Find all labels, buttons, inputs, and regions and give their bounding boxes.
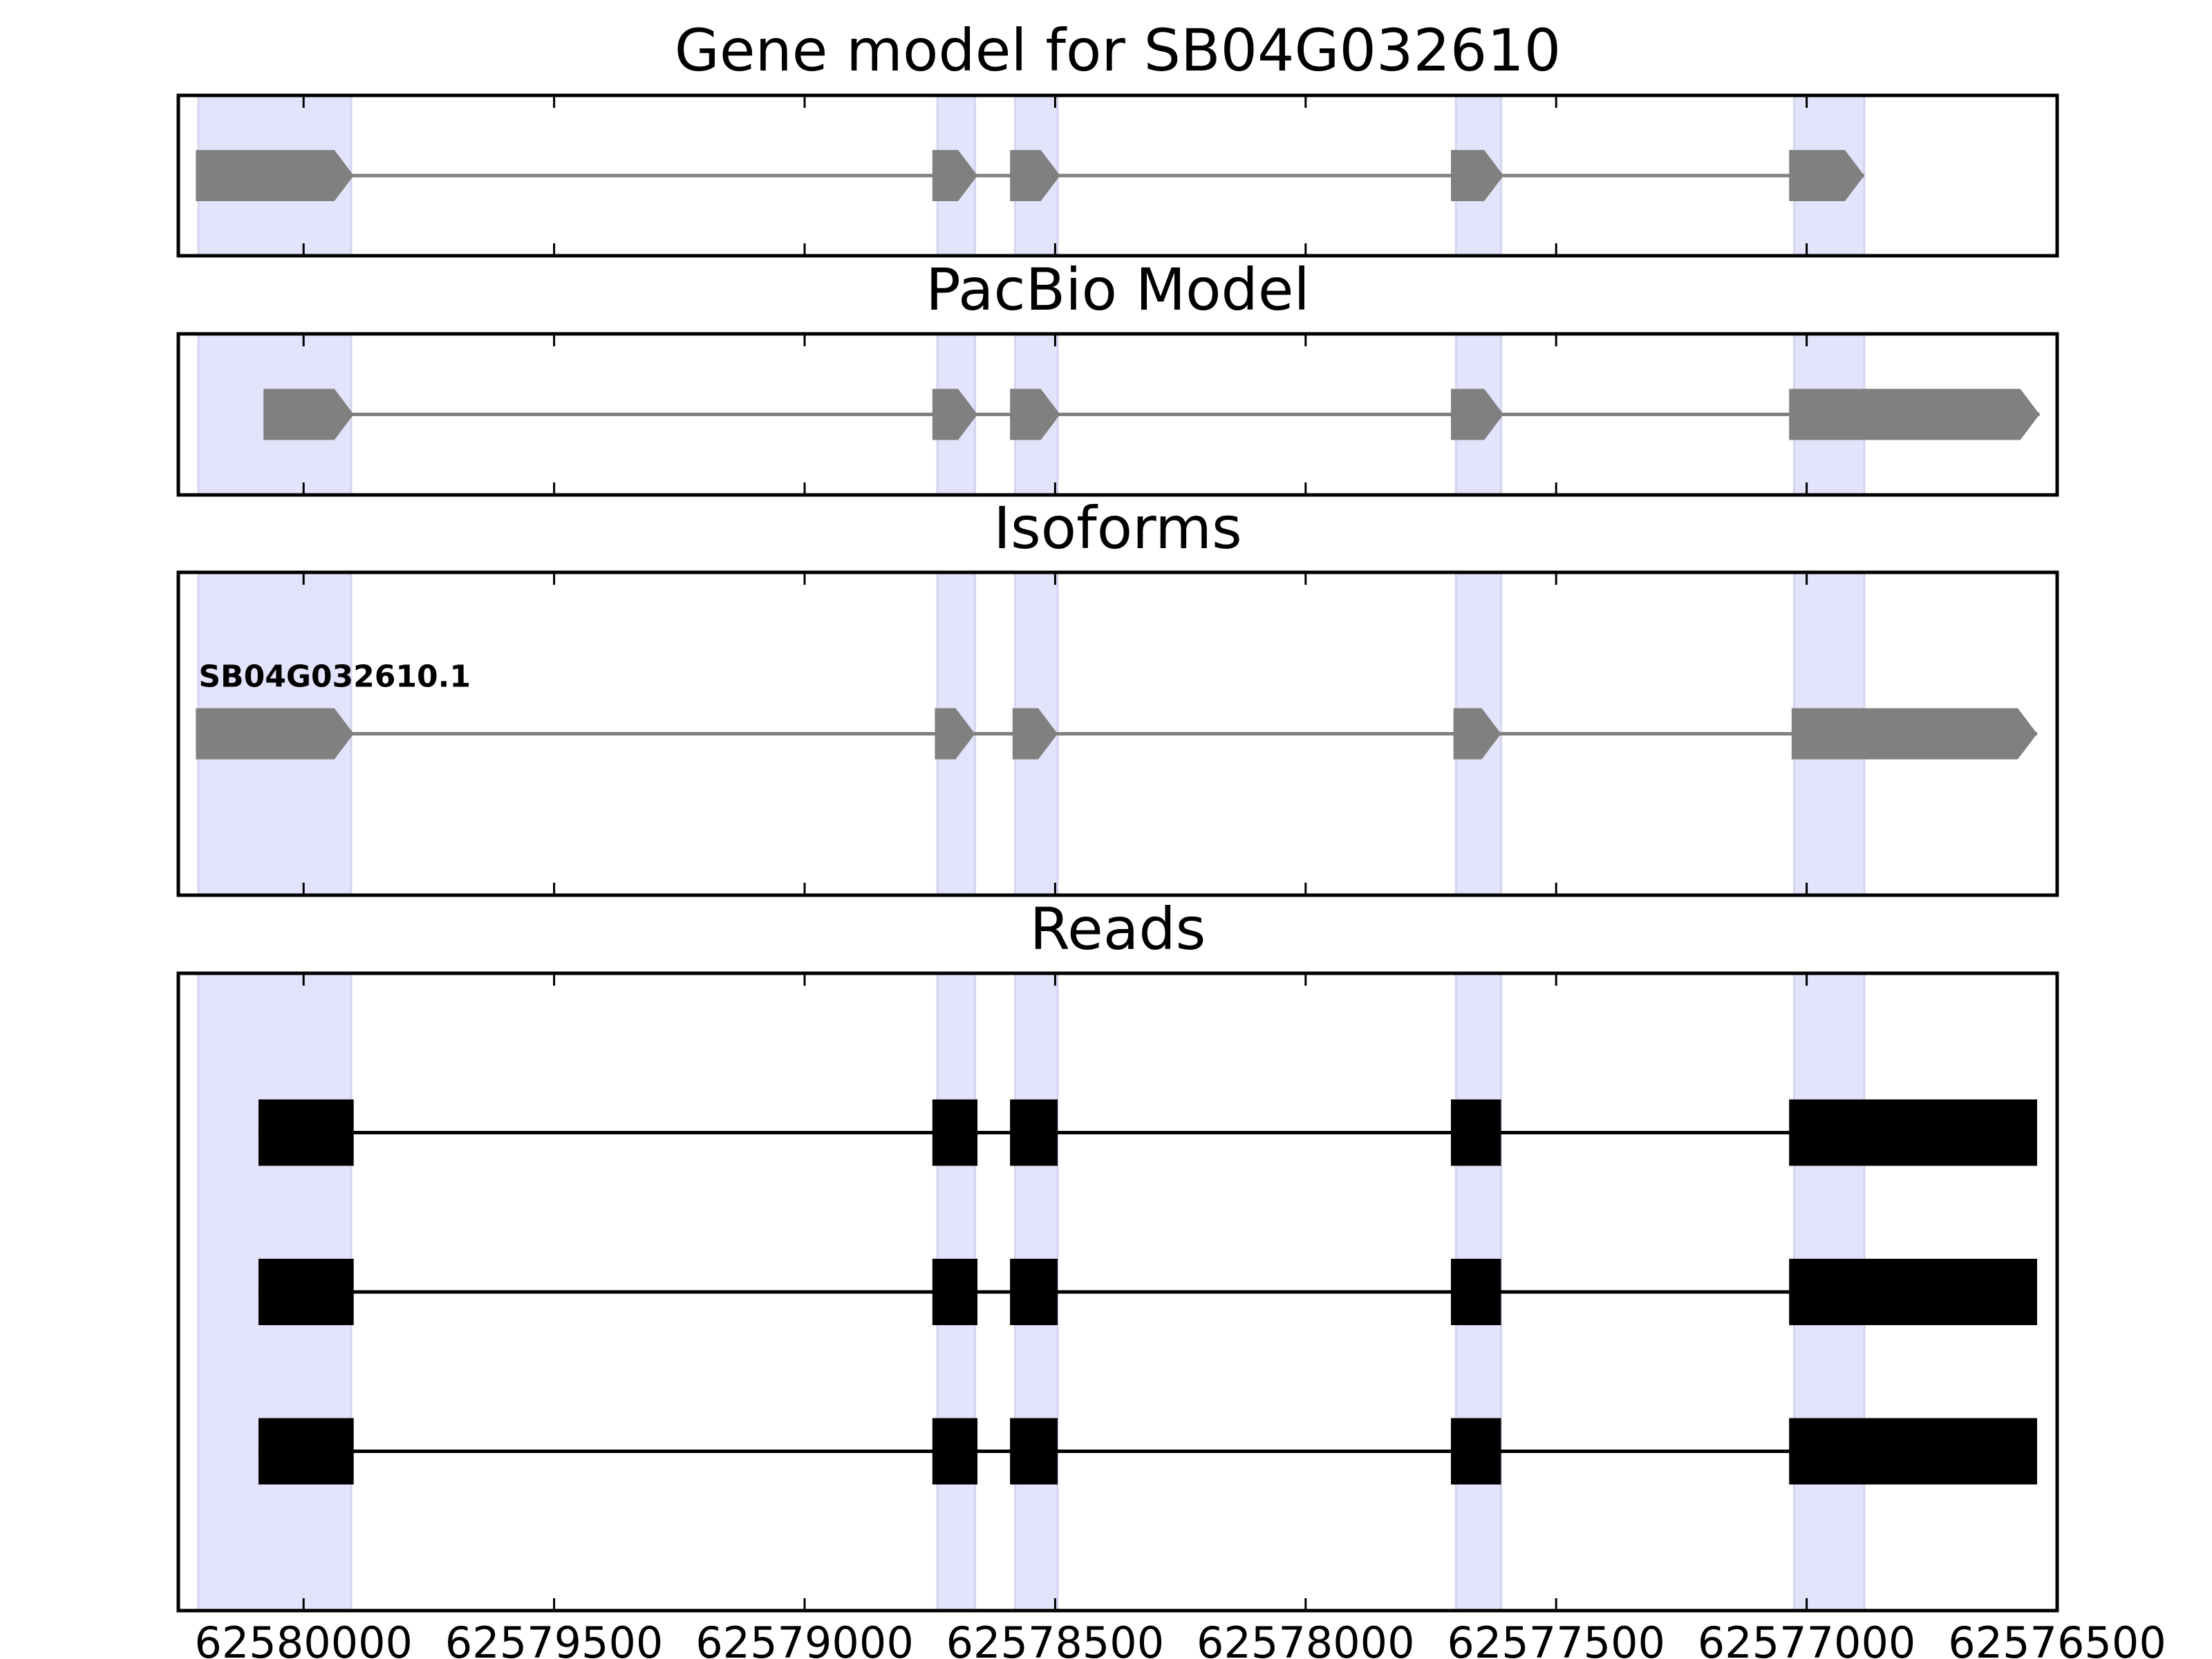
exon-arrow xyxy=(196,708,354,760)
panel-3: Reads xyxy=(176,895,2059,1613)
exon-block xyxy=(1450,1259,1501,1325)
track-0 xyxy=(196,150,1864,201)
exon-arrow xyxy=(1012,708,1058,760)
panel-title: Reads xyxy=(1030,895,1206,963)
exon-block xyxy=(258,1259,354,1325)
exon-block xyxy=(1789,1418,2038,1485)
track-1 xyxy=(258,1259,2038,1325)
track-0 xyxy=(263,388,2040,440)
panel-title: Gene model for SB04G032610 xyxy=(675,17,1561,84)
tick-label: 62579000 xyxy=(695,1618,914,1659)
tick-label: 62579500 xyxy=(445,1618,664,1659)
isoform-label: SB04G032610.1 xyxy=(198,659,471,695)
panel-title: PacBio Model xyxy=(926,256,1310,324)
exon-block xyxy=(1450,1418,1501,1485)
exon-arrow xyxy=(1791,708,2038,760)
panel-frame xyxy=(176,570,2059,897)
panel-1: PacBio Model xyxy=(176,256,2059,497)
exon-block xyxy=(258,1418,354,1485)
panel-0: Gene model for SB04G032610 xyxy=(176,17,2059,258)
panel-title: Isoforms xyxy=(993,494,1242,562)
exon-block xyxy=(1010,1099,1058,1166)
tick-label: 62578500 xyxy=(946,1618,1165,1659)
exon-arrow xyxy=(1789,150,1864,201)
track-2 xyxy=(258,1418,2038,1485)
tick-label: 62578000 xyxy=(1197,1618,1415,1659)
panel-frame xyxy=(176,93,2059,258)
exon-block xyxy=(1010,1259,1058,1325)
exon-arrow xyxy=(932,388,978,440)
exon-block xyxy=(1450,1099,1501,1166)
exon-arrow xyxy=(1789,388,2040,440)
exon-block xyxy=(1010,1418,1058,1485)
exon-block xyxy=(932,1418,978,1485)
exon-arrow xyxy=(935,708,975,760)
exon-arrow xyxy=(1450,150,1504,201)
tick-label: 62580000 xyxy=(194,1618,413,1659)
panel-frame xyxy=(176,332,2059,497)
exon-block xyxy=(1789,1259,2038,1325)
track-0 xyxy=(258,1099,2038,1166)
tick-label: 62576500 xyxy=(1948,1618,2166,1659)
exon-block xyxy=(932,1259,978,1325)
exon-arrow xyxy=(1010,150,1060,201)
x-axis: 62580000 62579500 62579000 62578500 62578000… xyxy=(194,1618,2166,1659)
exon-arrow xyxy=(1453,708,1501,760)
panel-2: SB04G032610.1 Isoforms xyxy=(176,494,2059,897)
exon-block xyxy=(1789,1099,2038,1166)
panel-frame xyxy=(176,971,2059,1613)
track-0: SB04G032610.1 xyxy=(196,659,2038,760)
exon-arrow xyxy=(932,150,978,201)
exon-arrow xyxy=(263,388,354,440)
tick-label: 62577000 xyxy=(1698,1618,1916,1659)
exon-block xyxy=(932,1099,978,1166)
exon-arrow xyxy=(1450,388,1504,440)
exon-block xyxy=(258,1099,354,1166)
panels-layer: Gene model for SB04G032610 PacBio Model SB… xyxy=(176,17,2059,1613)
exon-arrow xyxy=(1010,388,1060,440)
tick-label: 62577500 xyxy=(1447,1618,1665,1659)
exon-arrow xyxy=(196,150,354,201)
